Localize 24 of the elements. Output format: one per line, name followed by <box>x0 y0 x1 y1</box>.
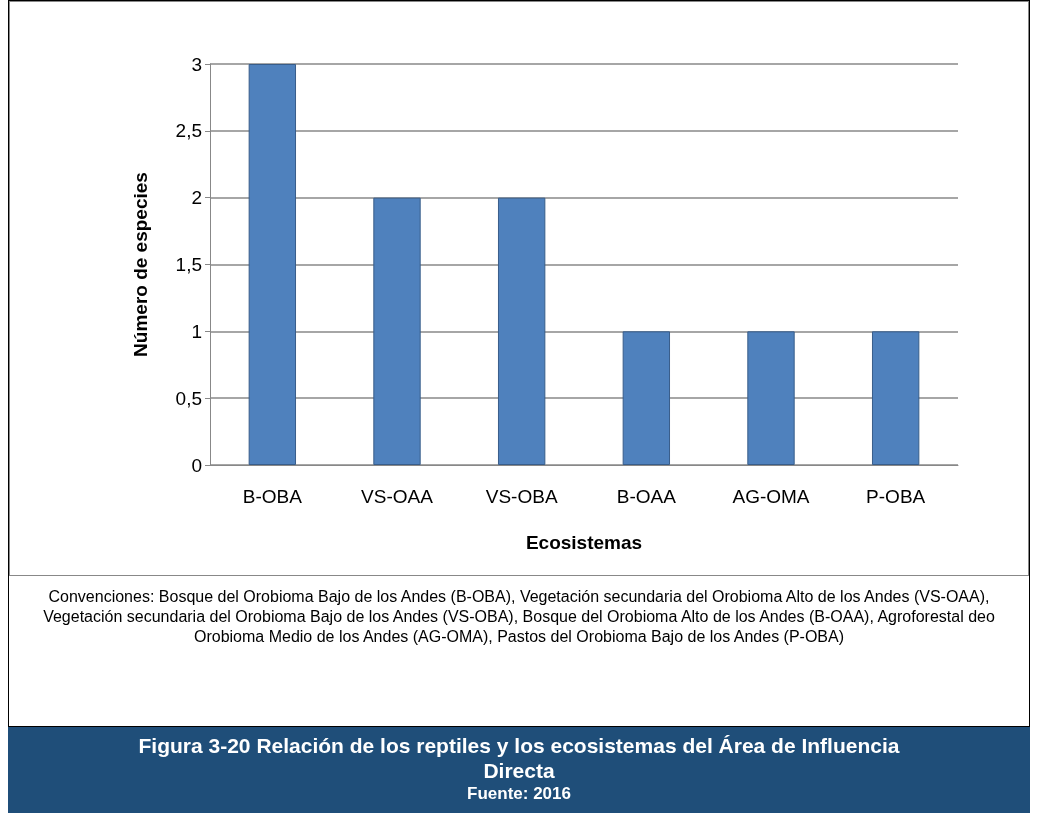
y-tick-label: 1,5 <box>175 254 202 275</box>
bar <box>373 197 421 465</box>
x-tick-label: B-OAA <box>616 486 677 507</box>
text: Figura 3-20 Relación de los reptiles y los ecosistemas del Área de Influencia Directa <box>137 733 901 783</box>
y-tick-label: 0,5 <box>175 387 202 409</box>
x-tick-label: B-OBA <box>242 486 303 507</box>
x-axis-title: Ecosistemas <box>525 532 643 553</box>
y-tick-label: 0 <box>191 454 202 476</box>
x-tick-label: VS-OBA <box>485 486 558 507</box>
x-tick-label: P-OBA <box>866 486 926 507</box>
y-tick-label: 3 <box>191 53 202 75</box>
bar <box>497 197 546 465</box>
bar <box>747 331 795 465</box>
bar <box>622 331 671 465</box>
x-tick-label: AG-OMA <box>732 486 810 507</box>
bar <box>871 331 920 465</box>
y-tick-label: 1 <box>191 320 202 342</box>
y-tick-label: 2 <box>191 187 202 209</box>
y-tick-label: 2,5 <box>175 120 202 142</box>
text: Convenciones: Bosque del Orobioma Bajo de los Andes (B-OBA), Vegetación secundaria del Orobioma Alto de los Andes (VS-OAA), Vegetación secundaria del Orobioma Bajo de los Andes (VS-OBA), Bosque del Orobioma Alto de los Andes (B-OAA), Agroforestal deo Orobioma Medio de los Andes (AG-OMA), Pastos del Orobioma Bajo de los Andes (P-OBA) <box>42 587 996 647</box>
source-note: Fuente: 2016 <box>466 783 572 805</box>
bar <box>248 64 297 465</box>
x-tick-label: VS-OAA <box>361 486 434 507</box>
y-axis-title: Número de especies <box>130 172 151 357</box>
